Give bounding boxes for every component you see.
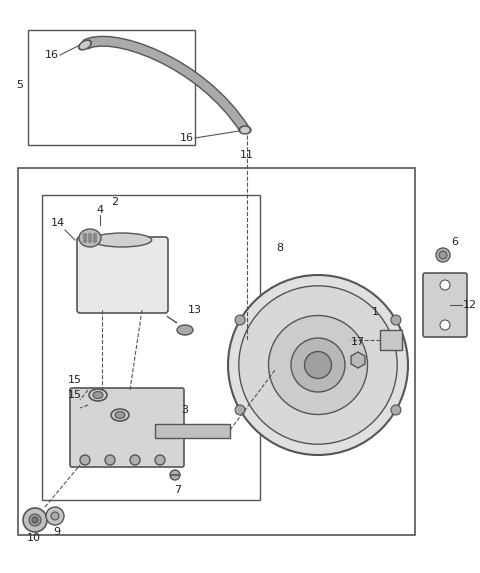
Text: 5: 5: [16, 80, 24, 90]
Bar: [42, 195, 260, 500]
FancyArrowPatch shape: [168, 316, 176, 323]
Text: 4: 4: [96, 205, 104, 215]
FancyBboxPatch shape: [77, 237, 168, 313]
Ellipse shape: [79, 229, 101, 247]
Ellipse shape: [239, 126, 251, 134]
Circle shape: [88, 234, 92, 237]
Circle shape: [51, 512, 59, 520]
Circle shape: [84, 237, 86, 240]
Text: 12: 12: [463, 300, 477, 310]
Circle shape: [105, 455, 115, 465]
Text: 10: 10: [27, 533, 41, 543]
Circle shape: [94, 234, 96, 237]
Circle shape: [440, 280, 450, 290]
Circle shape: [439, 251, 447, 259]
Circle shape: [235, 405, 245, 415]
Text: 16: 16: [180, 133, 194, 143]
Circle shape: [88, 240, 92, 242]
Text: 11: 11: [240, 150, 254, 160]
Text: 1: 1: [372, 307, 379, 317]
Circle shape: [32, 517, 38, 523]
FancyBboxPatch shape: [423, 273, 467, 337]
Text: 17: 17: [351, 337, 365, 347]
Bar: [155, 424, 230, 438]
Ellipse shape: [81, 42, 89, 48]
Circle shape: [130, 455, 140, 465]
Ellipse shape: [177, 325, 193, 335]
Text: 6: 6: [452, 237, 458, 247]
Text: 7: 7: [174, 485, 181, 495]
Text: 13: 13: [188, 305, 202, 315]
Circle shape: [391, 315, 401, 325]
Circle shape: [88, 237, 92, 240]
Text: 2: 2: [111, 197, 119, 207]
FancyBboxPatch shape: [70, 388, 184, 467]
Bar: [18, 168, 415, 535]
Circle shape: [239, 286, 397, 444]
Circle shape: [304, 351, 332, 379]
Circle shape: [228, 275, 408, 455]
Text: 16: 16: [45, 50, 59, 60]
Circle shape: [94, 240, 96, 242]
Circle shape: [235, 315, 245, 325]
Bar: [28, 30, 195, 145]
Ellipse shape: [92, 233, 152, 247]
Circle shape: [291, 338, 345, 392]
Circle shape: [29, 514, 41, 526]
Circle shape: [436, 248, 450, 262]
Text: 3: 3: [181, 405, 189, 415]
Circle shape: [46, 507, 64, 525]
Text: 9: 9: [53, 527, 60, 537]
Circle shape: [84, 234, 86, 237]
Ellipse shape: [93, 391, 103, 398]
Bar: [380, 330, 402, 350]
Text: 8: 8: [276, 243, 284, 253]
Text: 15: 15: [68, 375, 82, 385]
Circle shape: [80, 455, 90, 465]
Ellipse shape: [170, 470, 180, 480]
Circle shape: [268, 316, 368, 414]
Circle shape: [155, 455, 165, 465]
Ellipse shape: [241, 128, 249, 132]
Circle shape: [84, 240, 86, 242]
Ellipse shape: [89, 389, 107, 401]
Circle shape: [23, 508, 47, 532]
Ellipse shape: [115, 411, 125, 418]
Text: 15: 15: [68, 390, 82, 400]
Ellipse shape: [79, 40, 91, 50]
Circle shape: [94, 237, 96, 240]
Circle shape: [440, 320, 450, 330]
Ellipse shape: [111, 409, 129, 421]
Text: 14: 14: [51, 218, 65, 228]
Circle shape: [391, 405, 401, 415]
